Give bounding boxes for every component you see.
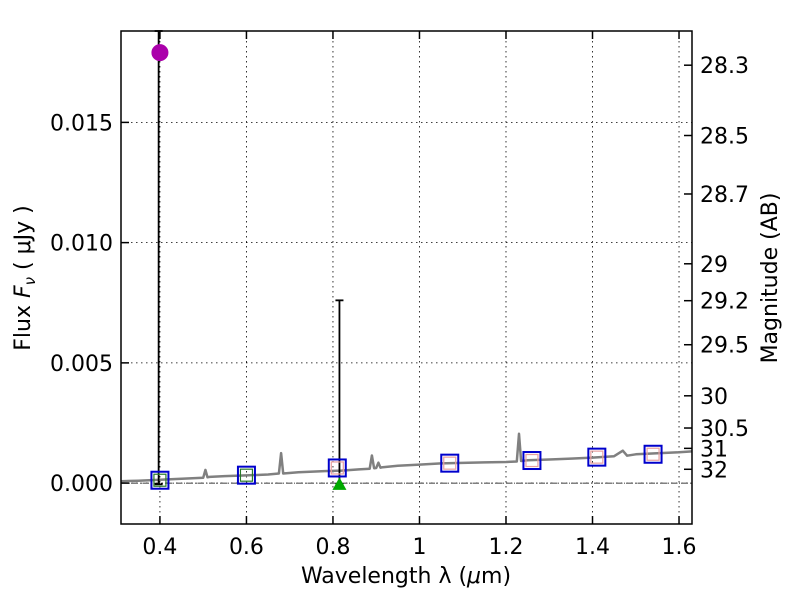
magnitude-tick-label: 30 bbox=[700, 385, 728, 410]
observed-boxes-group bbox=[150, 444, 663, 490]
magnitude-axis-label: Magnitude (AB) bbox=[758, 193, 783, 364]
detection-circle bbox=[151, 44, 169, 62]
x-tick-label: 0.4 bbox=[142, 535, 177, 560]
magnitude-tick-label: 28.7 bbox=[700, 183, 749, 208]
x-tick-label: 0.8 bbox=[315, 535, 350, 560]
model-photometry-point bbox=[525, 453, 539, 468]
model-photometry-point bbox=[590, 450, 604, 464]
model-spectrum-group bbox=[120, 432, 693, 483]
model-photometry-point bbox=[646, 447, 660, 461]
detections-group bbox=[151, 44, 347, 490]
x-tick-label: 0.6 bbox=[229, 535, 264, 560]
observed-flux-box bbox=[522, 451, 542, 471]
observed-flux-box bbox=[643, 444, 663, 464]
model-photometry-point bbox=[153, 473, 167, 487]
magnitude-tick-label: 32 bbox=[700, 458, 728, 483]
plot-frame bbox=[120, 30, 693, 525]
ticks-group: 0.4 0.6 0.8 1 1.2 1.4 1.6 0.000 0.005 0.010 0.015 2… bbox=[50, 31, 749, 560]
observed-flux-box bbox=[150, 470, 170, 490]
x-tick-label: 1 bbox=[412, 535, 426, 560]
y-axis-label: Flux Fν ( μJy ) bbox=[11, 205, 39, 350]
x-tick-label: 1.2 bbox=[488, 535, 523, 560]
magnitude-tick-label: 29.2 bbox=[700, 290, 749, 315]
x-tick-label: 1.4 bbox=[575, 535, 610, 560]
magnitude-tick-label: 28.5 bbox=[700, 125, 749, 150]
model-photometry-point bbox=[330, 461, 344, 475]
magnitude-tick-label: 29 bbox=[700, 253, 728, 278]
magnitude-tick-label: 30.5 bbox=[700, 417, 749, 442]
model-photometry-group bbox=[153, 447, 660, 487]
magnitude-tick-label: 31 bbox=[700, 437, 728, 462]
x-tick-label: 1.6 bbox=[662, 535, 697, 560]
model-spectrum-line bbox=[120, 432, 693, 483]
y-tick-label: 0.015 bbox=[50, 111, 113, 136]
error-bars-group bbox=[154, 30, 344, 486]
y-tick-label: 0.005 bbox=[50, 352, 113, 377]
magnitude-tick-label: 28.3 bbox=[700, 54, 749, 79]
grid-lines bbox=[121, 31, 692, 524]
observed-flux-box bbox=[327, 458, 347, 478]
x-axis-label: Wavelength λ (μm) bbox=[301, 564, 511, 589]
observed-flux-box bbox=[236, 465, 256, 485]
y-tick-label: 0.010 bbox=[50, 232, 113, 257]
magnitude-tick-label: 29.5 bbox=[700, 334, 749, 359]
y-tick-label: 0.000 bbox=[50, 472, 113, 497]
observed-flux-box bbox=[587, 447, 607, 467]
observed-flux-box bbox=[440, 453, 460, 473]
detection-triangle bbox=[332, 477, 347, 490]
model-photometry-point bbox=[443, 456, 457, 470]
model-photometry-point bbox=[239, 468, 254, 482]
